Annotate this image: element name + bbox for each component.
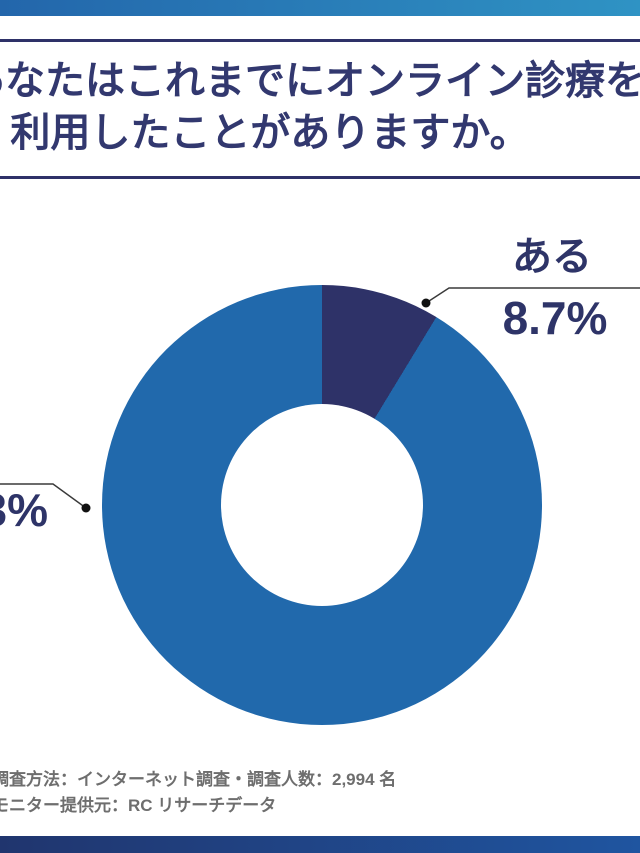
callout-dot-nai (81, 503, 91, 513)
slice-label-nai-value: 91.3% (0, 484, 48, 536)
page-title-line1: あなたはこれまでにオンライン診療を (0, 59, 640, 103)
donut-chart (102, 285, 542, 725)
page-title-line2: 利用したことがありますか。 (10, 111, 530, 155)
title-rule-top (0, 39, 640, 42)
slice-label-aru-value: 8.7% (502, 292, 608, 344)
slice-label-aru-name: ある (512, 235, 592, 279)
donut-hole (221, 404, 423, 606)
bottom-accent-bar (0, 836, 640, 853)
title-rule-bottom (0, 176, 640, 179)
survey-method-note: 調査方法：インターネット調査・調査人数：2,994 名 (0, 770, 397, 789)
callout-dot-aru (421, 298, 431, 308)
top-accent-bar (0, 0, 640, 16)
monitor-source-note: モニター提供元：RC リサーチデータ (0, 796, 277, 815)
